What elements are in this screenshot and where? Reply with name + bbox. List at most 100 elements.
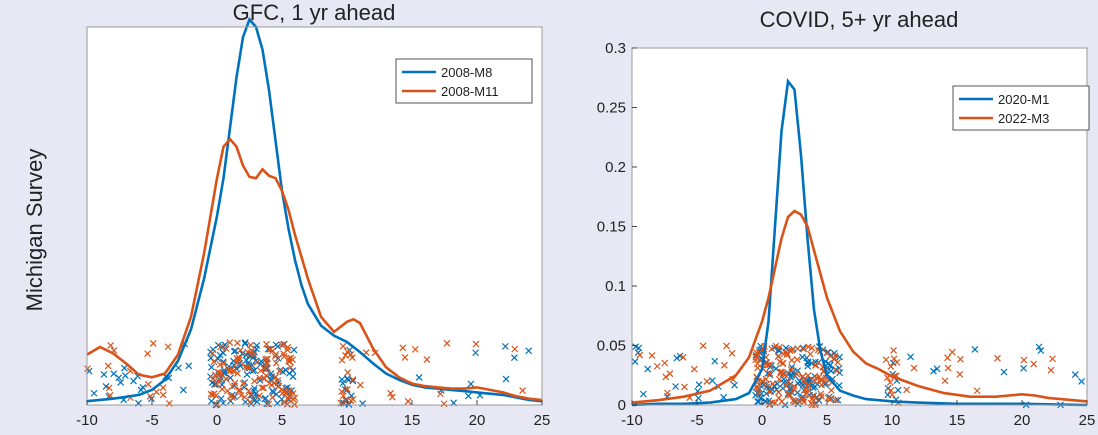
response-marker — [209, 349, 216, 357]
response-marker — [224, 387, 231, 395]
response-marker — [219, 349, 227, 357]
response-marker — [752, 391, 759, 399]
response-marker — [257, 367, 265, 375]
response-marker — [766, 361, 774, 369]
response-marker — [285, 355, 293, 363]
chart-title: GFC, 1 yr ahead — [233, 0, 396, 25]
response-marker — [525, 347, 533, 355]
response-marker — [404, 397, 412, 405]
response-marker — [248, 347, 256, 355]
y-tick-label: 0 — [618, 397, 626, 414]
response-marker — [106, 391, 114, 399]
response-marker — [213, 380, 221, 388]
response-marker — [679, 353, 687, 361]
response-marker — [501, 342, 509, 350]
response-marker — [260, 384, 268, 392]
x-tick-label: 20 — [469, 412, 486, 429]
response-marker — [1037, 347, 1045, 354]
response-marker — [342, 352, 349, 359]
response-marker — [833, 367, 841, 375]
response-marker — [231, 379, 239, 387]
response-marker — [341, 385, 349, 393]
response-marker — [251, 366, 258, 374]
response-marker — [777, 368, 785, 376]
legend: 2020-M1 2022-M3 — [952, 85, 1090, 131]
response-marker — [144, 380, 152, 388]
response-marker — [238, 350, 246, 358]
response-marker — [349, 377, 357, 385]
response-marker — [130, 377, 137, 385]
response-marker — [886, 378, 894, 386]
response-marker — [241, 340, 249, 348]
y-tick-label: 0.25 — [597, 100, 626, 117]
response-marker — [778, 398, 786, 405]
response-marker — [388, 393, 396, 401]
chart-marks — [84, 16, 543, 409]
response-marker — [788, 363, 796, 371]
response-marker — [1078, 377, 1085, 385]
response-marker — [903, 386, 911, 394]
response-marker — [271, 352, 279, 360]
response-marker — [783, 350, 791, 358]
response-marker — [699, 342, 707, 350]
response-marker — [930, 367, 937, 375]
response-marker — [159, 384, 167, 392]
response-marker — [289, 373, 297, 381]
response-marker — [467, 380, 475, 388]
response-marker — [644, 365, 652, 373]
response-marker — [263, 400, 271, 408]
response-marker — [443, 339, 451, 347]
response-marker — [236, 386, 243, 394]
response-marker — [440, 400, 448, 408]
response-marker — [244, 348, 252, 356]
response-marker — [681, 383, 688, 391]
response-marker — [834, 358, 842, 366]
response-marker — [817, 390, 825, 398]
response-marker — [1071, 371, 1079, 378]
response-marker — [423, 356, 431, 363]
response-marker — [415, 373, 423, 381]
response-marker — [784, 390, 792, 398]
response-marker — [250, 384, 258, 392]
response-marker — [251, 377, 258, 385]
response-marker — [778, 368, 786, 376]
y-tick-label: 0.05 — [597, 338, 626, 355]
response-marker — [941, 377, 949, 385]
response-marker — [827, 386, 835, 394]
response-marker — [267, 345, 274, 353]
response-marker — [788, 356, 796, 364]
response-marker — [401, 354, 409, 361]
response-marker — [214, 355, 222, 363]
response-marker — [826, 396, 834, 403]
response-marker — [779, 359, 787, 367]
response-marker — [804, 371, 812, 379]
x-tick-label: 0 — [213, 412, 221, 429]
response-marker — [149, 340, 157, 347]
response-marker — [262, 355, 270, 363]
response-marker — [84, 365, 91, 373]
response-marker — [280, 340, 287, 348]
response-marker — [265, 400, 273, 408]
response-marker — [104, 362, 112, 370]
response-marker — [519, 387, 527, 394]
response-marker — [209, 375, 217, 383]
x-tick-label: -10 — [621, 412, 643, 429]
response-marker — [285, 393, 293, 400]
response-marker — [229, 394, 237, 402]
response-marker — [284, 346, 291, 354]
response-marker — [263, 340, 270, 348]
response-marker — [239, 380, 247, 387]
response-marker — [268, 381, 275, 389]
response-marker — [775, 388, 782, 396]
response-marker — [804, 343, 812, 351]
response-marker — [790, 398, 798, 406]
response-marker — [120, 364, 128, 372]
x-tick-label: 20 — [1014, 412, 1031, 429]
response-marker — [695, 381, 703, 389]
response-marker — [399, 344, 407, 352]
response-marker — [222, 375, 230, 383]
response-marker — [711, 357, 719, 365]
response-marker — [287, 363, 295, 371]
response-marker — [812, 361, 819, 369]
response-marker — [237, 392, 245, 399]
